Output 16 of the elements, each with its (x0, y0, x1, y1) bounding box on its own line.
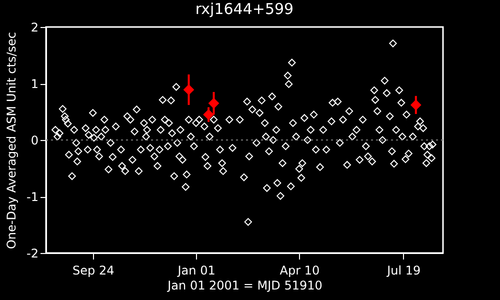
x-tick-label: Jan 01 (176, 264, 216, 278)
y-tick-label: -1 (26, 190, 38, 204)
y-tick-label: 2 (30, 20, 38, 34)
point (208, 98, 220, 109)
chart-title: rxj1644+599 (195, 0, 294, 18)
y-tick-label: 0 (30, 134, 38, 148)
point (203, 109, 214, 120)
y-tick-label: -2 (26, 246, 38, 260)
x-tick-label: Jul 19 (386, 264, 421, 278)
point (184, 84, 194, 95)
y-tick-label: 1 (30, 77, 38, 91)
x-tick-label: Sep 24 (72, 264, 114, 278)
x-axis-title: Jan 01 2001 = MJD 51910 (166, 278, 322, 292)
point (410, 100, 422, 110)
y-axis-title: One-Day Averaged ASM Unit cts/sec (4, 32, 19, 250)
x-tick-label: Apr 10 (280, 264, 320, 278)
